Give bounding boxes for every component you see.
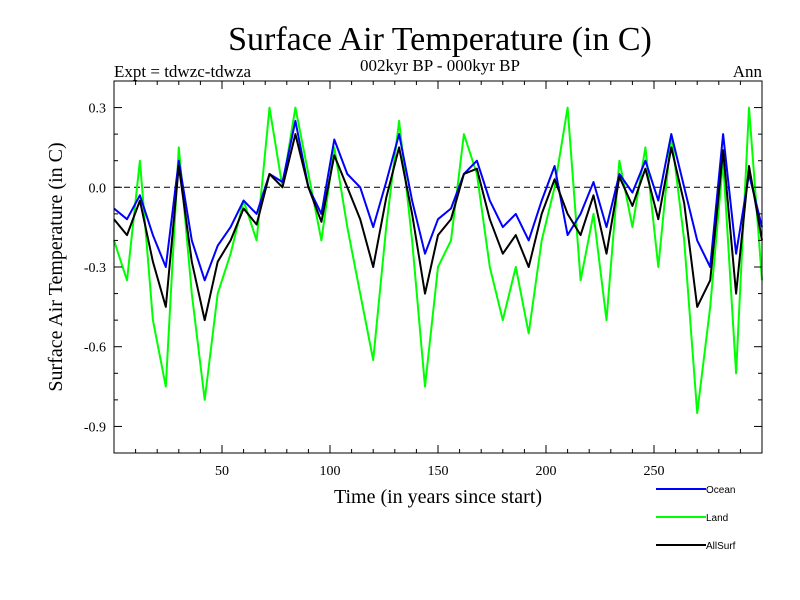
experiment-label: Expt = tdwzc-tdwza — [114, 62, 251, 81]
x-tick-label: 100 — [320, 464, 341, 479]
y-tick-label: 0.3 — [89, 102, 107, 117]
legend: Ocean Land AllSurf — [656, 485, 736, 552]
series-line-land — [113, 106, 763, 415]
plot-area — [113, 106, 763, 415]
y-tick-label: -0.6 — [84, 341, 106, 356]
axes: 50 100 150 200 250 0.3 0.0 -0.3 -0.6 -0.9 — [84, 81, 762, 479]
legend-label-ocean: Ocean — [706, 485, 735, 496]
chart-subtitle: 002kyr BP - 000kyr BP — [360, 56, 520, 75]
series-line-allsurf — [113, 133, 763, 322]
x-tick-label: 150 — [428, 464, 449, 479]
y-tick-label: 0.0 — [89, 181, 107, 196]
season-label: Ann — [733, 62, 763, 81]
y-tick-label: -0.9 — [84, 420, 106, 435]
legend-label-allsurf: AllSurf — [706, 541, 736, 552]
x-tick-label: 200 — [536, 464, 557, 479]
x-axis-label: Time (in years since start) — [334, 486, 542, 508]
x-tick-label: 50 — [215, 464, 229, 479]
y-tick-label: -0.3 — [84, 261, 106, 276]
y-axis-label: Surface Air Temperature (in C) — [45, 142, 67, 391]
legend-label-land: Land — [706, 513, 728, 524]
series-line-ocean — [113, 119, 763, 282]
x-tick-label: 250 — [644, 464, 665, 479]
chart-title: Surface Air Temperature (in C) — [228, 21, 652, 58]
